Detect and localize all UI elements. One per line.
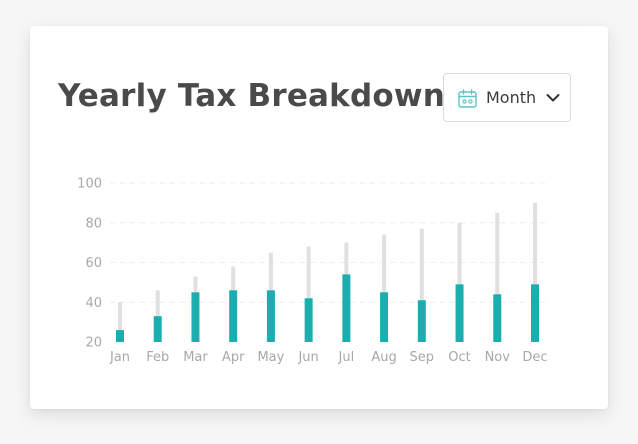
- bar-background: [419, 228, 424, 342]
- bar-background: [533, 202, 537, 342]
- x-tick-label: Sep: [410, 350, 435, 365]
- chevron-down-icon: [546, 94, 560, 102]
- bar-value: [153, 316, 162, 342]
- x-tick-label: Dec: [522, 350, 547, 365]
- bar-background: [457, 222, 462, 342]
- period-dropdown-value: Month: [486, 88, 537, 107]
- y-tick-label: 60: [85, 256, 102, 271]
- x-tick-label: Feb: [146, 350, 169, 365]
- bar-value: [266, 290, 275, 342]
- y-tick-label: 100: [77, 177, 102, 192]
- bar-value: [531, 284, 539, 342]
- bar-value: [380, 292, 389, 342]
- y-tick-label: 40: [85, 296, 102, 311]
- bar-value: [417, 300, 426, 342]
- chart-title: Yearly Tax Breakdown: [58, 78, 445, 114]
- x-tick-label: Aug: [371, 350, 396, 365]
- y-tick-label: 20: [85, 336, 102, 351]
- bar-background: [382, 234, 387, 342]
- bar-value: [455, 284, 464, 342]
- x-tick-label: Jul: [338, 350, 355, 365]
- bar-value: [342, 274, 351, 342]
- x-tick-label: May: [257, 350, 284, 365]
- bar-value: [116, 330, 124, 342]
- tax-breakdown-card: Yearly Tax Breakdown Month 20 40 60 80 100 Ja…: [30, 26, 608, 409]
- x-tick-label: Nov: [485, 350, 511, 365]
- tax-bar-chart: 20 40 60 80 100 Jan Feb Mar Apr May Jun Jul Aug Sep Oc…: [77, 177, 550, 365]
- bar-background: [306, 246, 311, 342]
- x-tick-label: Mar: [183, 350, 208, 365]
- bar-background: [118, 302, 122, 342]
- x-tick-label: Oct: [448, 350, 470, 365]
- calendar-icon: [458, 89, 477, 108]
- bar-value: [229, 290, 238, 342]
- y-tick-label: 80: [85, 216, 102, 231]
- bar-background: [495, 212, 500, 342]
- period-dropdown[interactable]: Month: [443, 73, 571, 122]
- bar-value: [304, 298, 313, 342]
- x-tick-label: Jun: [297, 350, 318, 365]
- x-tick-label: Apr: [222, 350, 245, 365]
- x-tick-label: Jan: [109, 350, 130, 365]
- bar-value: [191, 292, 200, 342]
- bar-value: [493, 294, 502, 342]
